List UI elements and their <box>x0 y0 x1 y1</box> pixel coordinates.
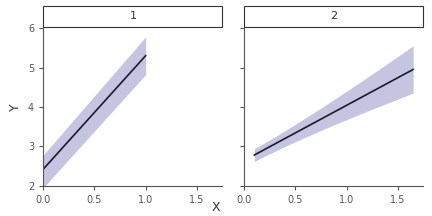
Text: 2: 2 <box>330 11 337 21</box>
Text: 1: 1 <box>129 11 137 21</box>
Text: X: X <box>212 201 220 214</box>
Y-axis label: Y: Y <box>10 103 22 111</box>
